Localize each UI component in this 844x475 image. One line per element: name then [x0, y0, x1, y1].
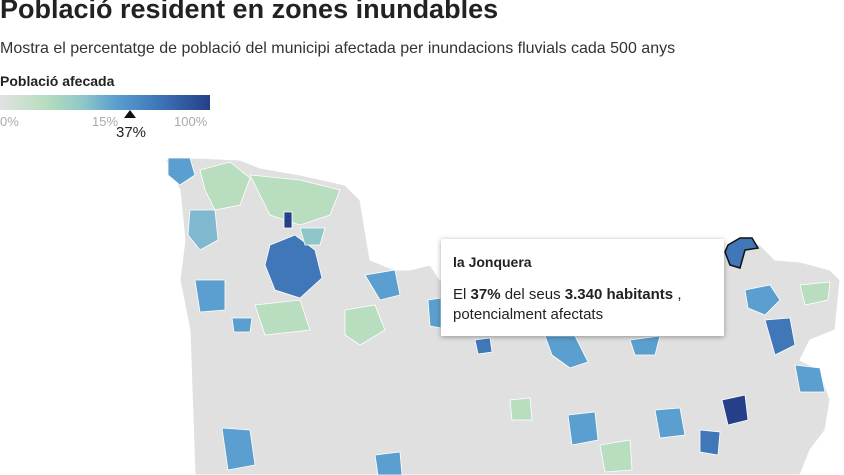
legend-tick: 15%: [92, 114, 119, 129]
municipality: [167, 157, 196, 186]
text: El: [453, 286, 467, 303]
municipality: [799, 281, 831, 306]
tooltip-line: El 37% del seus 3.340 habitants ,: [453, 286, 682, 303]
municipality: [567, 411, 599, 446]
municipality: [599, 439, 633, 473]
subtitle: Mostra el percentatge de població del mu…: [0, 40, 676, 57]
municipality: [364, 269, 401, 301]
municipality: [474, 337, 493, 355]
municipality: [249, 174, 341, 226]
title: Població resident en zones inundables: [0, 0, 499, 24]
tooltip-line: potencialment afectats: [453, 306, 604, 323]
legend-tick: 100%: [174, 114, 208, 129]
municipality: [724, 237, 760, 269]
municipality: [509, 397, 533, 421]
municipality: [187, 209, 219, 251]
municipality: [374, 451, 403, 475]
legend-gradient: [0, 95, 210, 110]
municipality: [199, 161, 251, 211]
municipality: [194, 279, 226, 313]
municipality: [629, 335, 661, 356]
municipality: [231, 317, 253, 333]
municipality: [764, 317, 796, 356]
municipality: [344, 304, 386, 346]
municipality: [254, 299, 311, 336]
tooltip-title: la Jonquera: [453, 254, 532, 270]
population: 3.340 habitants: [564, 286, 674, 303]
municipality: [221, 427, 256, 471]
municipality: [544, 335, 589, 369]
legend-pointer: [124, 110, 136, 118]
legend-title: Població afecada: [0, 73, 115, 89]
legend-marker: 37%: [116, 124, 147, 141]
municipality: [427, 297, 442, 329]
municipality: [794, 364, 826, 393]
tooltip: la Jonquera El 37% del seus 3.340 habita…: [441, 239, 724, 336]
text: ,: [677, 286, 682, 303]
municipality: [264, 234, 323, 299]
share: 37%: [470, 286, 501, 303]
municipality: [699, 429, 721, 456]
municipality: [283, 211, 293, 229]
municipality: [744, 284, 781, 316]
municipality: [721, 394, 749, 426]
municipalities: [167, 157, 831, 475]
municipality: [299, 227, 326, 246]
legend-tick: 0%: [0, 114, 19, 129]
municipality: [654, 407, 686, 439]
text: del seus: [504, 286, 561, 303]
